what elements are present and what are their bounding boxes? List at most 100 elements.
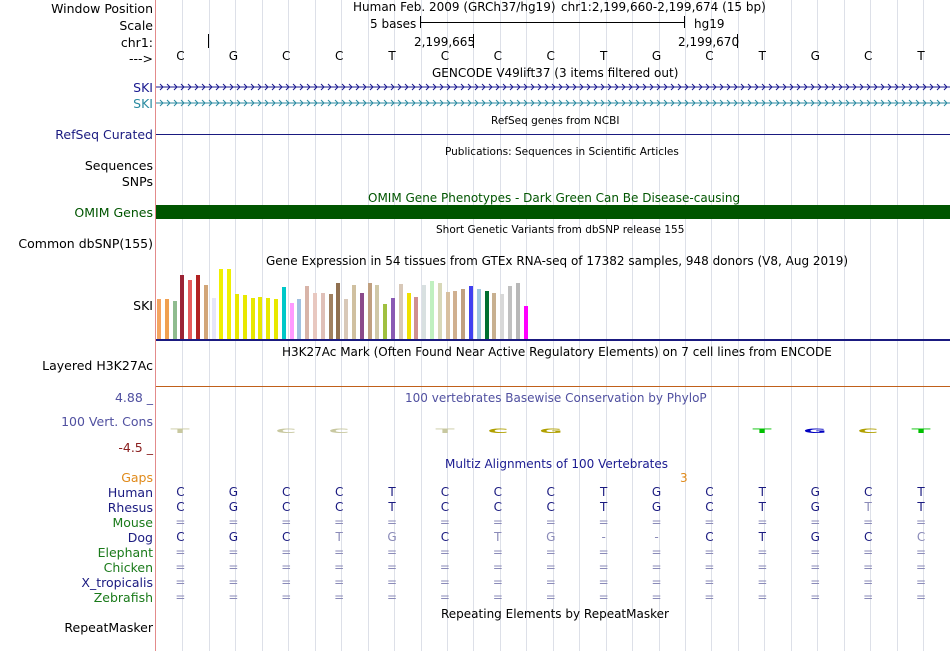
alignment-base: - bbox=[654, 530, 659, 544]
species-label-chicken[interactable]: Chicken bbox=[103, 560, 153, 575]
gtex-tissue-bar[interactable] bbox=[336, 283, 341, 339]
species-label-mouse[interactable]: Mouse bbox=[112, 515, 153, 530]
species-label-dog[interactable]: Dog bbox=[127, 530, 153, 545]
chrom-label[interactable]: chr1: bbox=[120, 35, 153, 50]
scale-db: hg19 bbox=[694, 17, 725, 31]
gtex-tissue-bar[interactable] bbox=[196, 275, 200, 339]
gtex-tissue-bar[interactable] bbox=[235, 294, 239, 339]
gtex-tissue-bar[interactable] bbox=[406, 293, 411, 339]
gtex-gene-label[interactable]: SKI bbox=[133, 298, 153, 313]
alignment-base: = bbox=[439, 575, 450, 589]
alignment-base: T bbox=[758, 485, 767, 499]
alignment-base: G bbox=[228, 485, 238, 499]
gtex-tissue-bar[interactable] bbox=[211, 298, 216, 339]
ruler-tick-2 bbox=[473, 34, 474, 48]
alignment-base: G bbox=[810, 485, 820, 499]
alignment-base: = bbox=[387, 560, 398, 574]
phylop-letter: C bbox=[275, 427, 297, 435]
refseq-feature-line[interactable] bbox=[156, 134, 950, 135]
gtex-tissue-bar[interactable] bbox=[219, 269, 224, 339]
alignment-base: = bbox=[387, 575, 398, 589]
alignment-base: = bbox=[810, 545, 821, 559]
gtex-tissue-bar[interactable] bbox=[289, 303, 294, 339]
gtex-tissue-bar[interactable] bbox=[515, 283, 520, 339]
scale-text: 5 bases bbox=[370, 17, 417, 31]
gtex-tissue-bar[interactable] bbox=[391, 298, 395, 339]
gtex-tissue-bar[interactable] bbox=[375, 285, 380, 339]
alignment-base: T bbox=[758, 530, 767, 544]
refseq-label[interactable]: RefSeq Curated bbox=[55, 127, 153, 142]
gtex-tissue-bar[interactable] bbox=[383, 304, 388, 339]
common-dbsnp-label[interactable]: Common dbSNP(155) bbox=[18, 236, 153, 251]
gtex-tissue-bar[interactable] bbox=[430, 281, 434, 339]
gtex-tissue-bar[interactable] bbox=[344, 299, 349, 339]
species-label-zebrafish[interactable]: Zebrafish bbox=[93, 590, 153, 605]
gtex-tissue-bar[interactable] bbox=[274, 299, 278, 339]
alignment-base: T bbox=[335, 530, 343, 544]
gtex-tissue-bar[interactable] bbox=[367, 283, 372, 339]
gtex-tissue-bar[interactable] bbox=[281, 287, 286, 339]
alignment-base: T bbox=[917, 485, 925, 499]
gtex-tissue-bar[interactable] bbox=[484, 291, 489, 339]
gtex-tissue-bar[interactable] bbox=[500, 294, 505, 339]
alignment-base: = bbox=[545, 545, 556, 559]
species-label-elephant[interactable]: Elephant bbox=[97, 545, 153, 560]
gtex-tissue-bar[interactable] bbox=[203, 285, 208, 339]
gtex-tissue-bar[interactable] bbox=[352, 285, 356, 339]
alignment-base: G bbox=[546, 530, 556, 544]
snps-label[interactable]: SNPs bbox=[121, 174, 153, 189]
alignment-base: C bbox=[493, 500, 503, 514]
species-label-human[interactable]: Human bbox=[107, 485, 153, 500]
gtex-tissue-bar[interactable] bbox=[328, 294, 333, 339]
gencode-ski-label-2[interactable]: SKI bbox=[133, 96, 153, 111]
phylop-title: 100 vertebrates Basewise Conservation by… bbox=[405, 391, 707, 405]
base-5: T bbox=[388, 49, 396, 63]
species-label-rhesus[interactable]: Rhesus bbox=[107, 500, 153, 515]
scale-label[interactable]: Scale bbox=[119, 18, 153, 33]
omim-label[interactable]: OMIM Genes bbox=[74, 205, 153, 220]
ruler-tick-3 bbox=[737, 34, 738, 48]
gtex-tissue-bar[interactable] bbox=[297, 299, 302, 339]
alignment-base: G bbox=[810, 500, 820, 514]
gaps-label[interactable]: Gaps bbox=[121, 470, 153, 485]
gtex-tissue-bar[interactable] bbox=[188, 280, 193, 339]
gtex-tissue-bar[interactable] bbox=[305, 286, 310, 339]
repeatmasker-label[interactable]: RepeatMasker bbox=[64, 620, 153, 635]
gtex-tissue-bar[interactable] bbox=[398, 284, 403, 339]
gtex-tissue-bar[interactable] bbox=[172, 301, 177, 339]
window-position-label[interactable]: Window Position bbox=[51, 1, 153, 16]
gtex-tissue-bar[interactable] bbox=[227, 269, 232, 339]
gtex-tissue-bar[interactable] bbox=[461, 289, 466, 339]
grid-line bbox=[553, 0, 554, 651]
gtex-tissue-bar[interactable] bbox=[422, 285, 427, 339]
gtex-tissue-bar[interactable] bbox=[508, 286, 512, 339]
gtex-tissue-bar[interactable] bbox=[476, 289, 481, 339]
gtex-tissue-bar[interactable] bbox=[258, 297, 263, 339]
gtex-tissue-bar[interactable] bbox=[414, 297, 419, 339]
alignment-base: = bbox=[281, 515, 292, 529]
gtex-tissue-bar[interactable] bbox=[157, 299, 161, 339]
gencode-ski-label-1[interactable]: SKI bbox=[133, 80, 153, 95]
sequences-label[interactable]: Sequences bbox=[84, 158, 153, 173]
gtex-tissue-bar[interactable] bbox=[266, 298, 271, 339]
gtex-tissue-bar[interactable] bbox=[445, 292, 450, 339]
gtex-tissue-bar[interactable] bbox=[320, 293, 325, 339]
phylop-track-label[interactable]: 100 Vert. Cons bbox=[61, 414, 153, 429]
gencode-gene-features[interactable] bbox=[156, 80, 950, 110]
layered-h3k27ac-label[interactable]: Layered H3K27Ac bbox=[42, 358, 153, 373]
gtex-tissue-bar[interactable] bbox=[164, 299, 169, 339]
gtex-tissue-bar[interactable] bbox=[359, 293, 364, 339]
gtex-tissue-bar[interactable] bbox=[492, 293, 497, 339]
gtex-tissue-bar[interactable] bbox=[250, 298, 255, 339]
gtex-tissue-bar[interactable] bbox=[469, 286, 473, 339]
h3k27ac-signal-line[interactable] bbox=[156, 386, 950, 387]
gtex-tissue-bar[interactable] bbox=[242, 295, 247, 339]
grid-line bbox=[341, 0, 342, 651]
species-label-x_tropicalis[interactable]: X_tropicalis bbox=[81, 575, 153, 590]
gtex-tissue-bar[interactable] bbox=[453, 291, 458, 339]
gtex-tissue-bar[interactable] bbox=[523, 306, 528, 339]
omim-feature-bar[interactable] bbox=[156, 205, 950, 219]
gtex-tissue-bar[interactable] bbox=[437, 283, 442, 339]
gtex-tissue-bar[interactable] bbox=[313, 293, 317, 339]
gtex-tissue-bar[interactable] bbox=[180, 275, 185, 339]
